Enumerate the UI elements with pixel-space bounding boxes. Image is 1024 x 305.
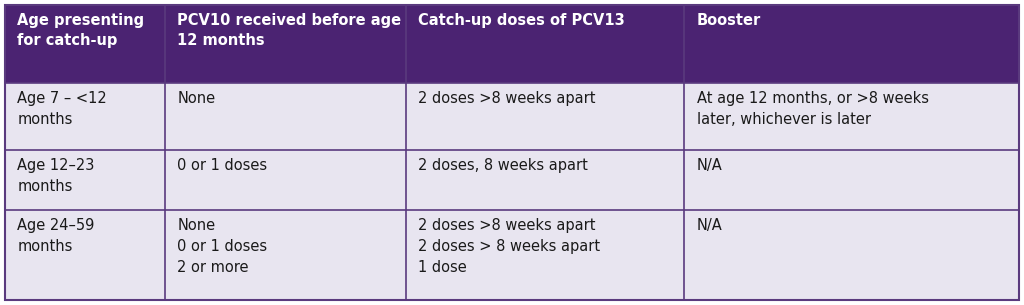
Text: At age 12 months, or >8 weeks
later, whichever is later: At age 12 months, or >8 weeks later, whi…	[696, 91, 929, 127]
Bar	[406, 83, 684, 149]
Text: None
0 or 1 doses
2 or more: None 0 or 1 doses 2 or more	[177, 218, 267, 275]
Bar	[684, 210, 1019, 300]
Bar	[165, 5, 406, 83]
Bar	[5, 5, 165, 83]
Text: PCV10 received before age
12 months: PCV10 received before age 12 months	[177, 13, 401, 48]
Text: None: None	[177, 91, 215, 106]
Bar	[684, 149, 1019, 210]
Bar	[684, 5, 1019, 83]
Text: 0 or 1 doses: 0 or 1 doses	[177, 158, 267, 173]
Text: 2 doses, 8 weeks apart: 2 doses, 8 weeks apart	[418, 158, 588, 173]
Text: 2 doses >8 weeks apart
2 doses > 8 weeks apart
1 dose: 2 doses >8 weeks apart 2 doses > 8 weeks…	[418, 218, 600, 275]
Text: N/A: N/A	[696, 158, 722, 173]
Text: Age 12–23
months: Age 12–23 months	[17, 158, 94, 194]
Bar	[406, 5, 684, 83]
Text: Age 7 – <12
months: Age 7 – <12 months	[17, 91, 106, 127]
Text: N/A: N/A	[696, 218, 722, 233]
Bar	[165, 83, 406, 149]
Text: Age 24–59
months: Age 24–59 months	[17, 218, 94, 254]
Bar	[406, 149, 684, 210]
Bar	[5, 83, 165, 149]
Bar	[5, 210, 165, 300]
Text: Catch-up doses of PCV13: Catch-up doses of PCV13	[418, 13, 625, 28]
Bar	[165, 210, 406, 300]
Text: 2 doses >8 weeks apart: 2 doses >8 weeks apart	[418, 91, 595, 106]
Bar	[406, 210, 684, 300]
Text: Age presenting
for catch-up: Age presenting for catch-up	[17, 13, 144, 48]
Text: Booster: Booster	[696, 13, 761, 28]
Bar	[684, 83, 1019, 149]
Bar	[5, 149, 165, 210]
Bar	[165, 149, 406, 210]
